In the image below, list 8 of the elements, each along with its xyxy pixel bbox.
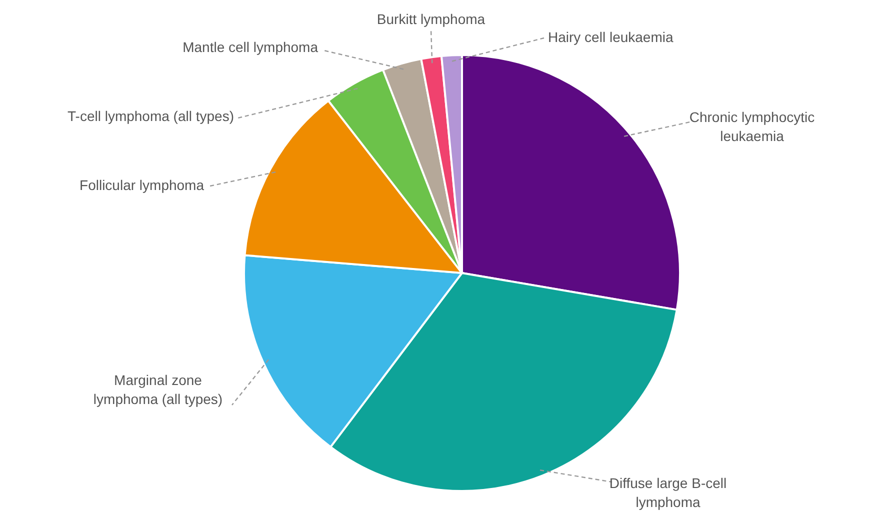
slice-label: Marginal zone lymphoma (all types): [93, 372, 223, 407]
slice-label: Burkitt lymphoma: [376, 11, 486, 27]
slice-label: Chronic lymphocytic leukaemia: [689, 109, 815, 144]
slice-label: Follicular lymphoma: [80, 177, 204, 193]
slice-label: Diffuse large B-cell lymphoma: [609, 475, 727, 510]
slice-label: T-cell lymphoma (all types): [68, 108, 234, 124]
slice-label: Mantle cell lymphoma: [182, 39, 318, 55]
slice-label: Hairy cell leukaemia: [548, 29, 674, 45]
